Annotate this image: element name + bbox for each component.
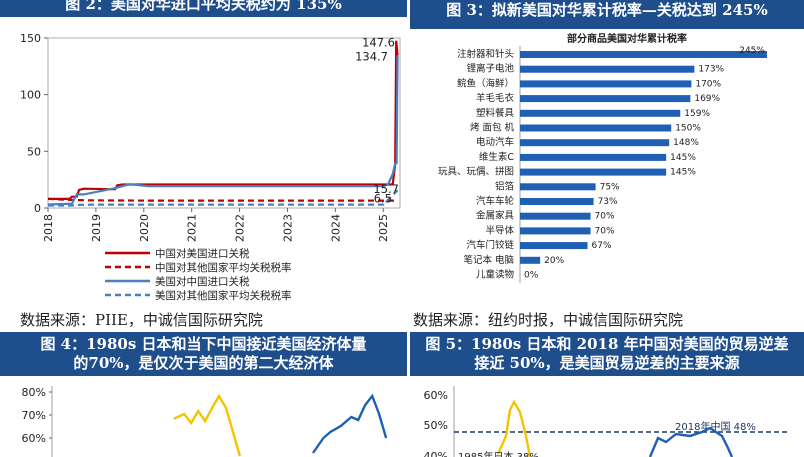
fig2-ytick-label: 0 [34,202,41,215]
fig3-category-label: 电动汽车 [476,136,514,148]
fig3-category-label: 烤 面包 机 [470,122,515,134]
fig3-bar [520,212,591,220]
fig3-bar [520,139,670,147]
fig4-ytick-label: 80% [22,386,46,399]
fig3-source: 数据来源：纽约时报，中诚信国际研究院 [413,311,684,329]
fig3-category-label: 鲩鱼（海鲜） [457,77,514,89]
fig2-title-bar: 图 2：美国对华进口平均关税约为 135% [0,0,407,17]
fig5-ytick-label: 50% [424,419,448,432]
fig3-value-label: 170% [695,79,721,89]
fig3-category-label: 注射器和针头 [457,48,514,60]
fig2-legend-label: 中国对美国进口关税 [155,247,250,260]
fig3-category-label: 半导体 [485,224,514,236]
fig3-value-label: 150% [675,124,701,134]
fig3-category-label: 笔记本 电脑 [463,254,514,266]
fig4-series-line-2 [312,393,388,454]
fig2-series-line-4 [48,189,399,207]
fig2-ytick-label: 50 [27,145,41,158]
fig3-value-label: 145% [670,168,696,178]
fig3-chart-title: 部分商品美国对华累计税率 [567,32,687,45]
fig2-legend-label: 中国对其他国家平均关税税率 [155,261,292,274]
fig5-china-line [648,426,734,457]
fig4-title-bar: 图 4：1980s 日本和当下中国接近美国经济体量的70%，是仅次于美国的第二大… [0,332,407,376]
fig2-legend-label: 美国对其他国家平均关税税率 [155,289,292,302]
fig2-xtick-label: 2023 [281,214,294,242]
fig3-bar [520,183,596,191]
fig3-category-label: 汽车车轮 [476,195,515,207]
fig3-value-label: 145% [670,153,696,163]
fig3-bar [520,168,667,176]
fig3-category-label: 玩具、玩偶、拼图 [438,166,514,178]
fig3-category-label: 锂离子电池 [466,63,514,75]
fig3-value-label: 67% [592,241,612,251]
fig2-title: 图 2：美国对华进口平均关税约为 135% [65,0,342,13]
fig2-plot-frame [47,37,401,209]
fig3-title-bar: 图 3：拟新美国对华累计税率—关税达到 245% [410,0,804,29]
fig3-bar [520,109,681,117]
fig5-japan-line [496,399,532,457]
fig3-category-label: 汽车门铰链 [466,239,514,251]
fig3-category-label: 塑料餐具 [476,107,515,119]
fig2-xtick-label: 2024 [329,214,342,242]
fig3-title: 图 3：拟新美国对华累计税率—关税达到 245% [446,0,768,19]
fig3-value-label: 0% [524,271,539,281]
fig3-value-label: 75% [600,182,620,192]
fig2-xtick-label: 2025 [377,214,390,242]
fig3-category-label: 羊毛毛衣 [476,92,515,104]
fig3-value-label: 173% [698,65,724,75]
fig2-annotation: 15.7 [373,182,399,196]
fig3-value-label: 70% [595,212,615,222]
fig2-chart: 0 50 100 150 2018 2019 2020 2021 2022 2023 2024 202… [20,32,401,302]
fig5-annotation: 1985年日本 38% [458,450,539,457]
fig2-annotation: 6.5 [374,192,392,206]
fig3-bar [520,51,767,58]
fig3-value-label: 73% [598,197,618,207]
fig3-bar [520,198,594,205]
fig2-xtick-label: 2021 [186,214,199,242]
fig5-title-bar: 图 5：1980s 日本和 2018 年中国对美国的贸易逆差接近 50%，是美国… [410,332,804,376]
fig3-category-label: 维生素C [479,151,515,163]
fig2-annotation: 147.6 [362,36,395,50]
fig3-bar [520,256,541,264]
fig2-legend-label: 美国对中国进口关税 [155,275,250,288]
fig2-ytick-label: 150 [20,32,41,45]
fig3-bar [520,242,588,250]
fig2-xtick-label: 2018 [42,214,55,242]
fig2-xtick-label: 2022 [234,214,247,242]
fig5-chart: 40% 50% 60% 2018年中国 48% 1985年日本 38% [424,386,790,457]
fig3-bar [520,227,591,235]
fig4-chart: 60% 70% 80% [22,386,388,457]
fig3-value-label: 169% [694,94,720,104]
fig2-series-line-3 [47,55,399,206]
fig3-value-label: 159% [684,109,710,119]
fig2-source: 数据来源：PIIE，中诚信国际研究院 [20,311,263,329]
fig3-category-label: 儿童读物 [476,269,515,281]
fig2-series-line-1 [48,40,399,200]
fig2-xtick-label: 2019 [90,214,103,242]
fig5-ytick-label: 60% [424,389,448,402]
fig4-ytick-label: 70% [22,409,46,422]
fig4-ytick-label: 60% [22,432,46,445]
fig3-value-label: 245% [739,46,765,56]
fig2-series-line-2 [47,197,398,202]
fig3-value-label: 148% [673,138,699,148]
fig3-value-label: 20% [544,256,564,266]
fig3-category-label: 金属家具 [476,210,515,222]
fig4-title: 图 4：1980s 日本和当下中国接近美国经济体量的70%，是仅次于美国的第二大… [40,335,367,372]
fig4-series-line-1 [173,393,242,457]
fig3-bar [520,124,672,132]
fig3-value-label: 70% [595,226,615,236]
fig3-bar [520,65,695,73]
fig5-title: 图 5：1980s 日本和 2018 年中国对美国的贸易逆差接近 50%，是美国… [425,335,789,372]
fig2-ytick-label: 100 [20,89,41,102]
fig2-xtick-label: 2020 [138,214,151,242]
fig2-annotation: 134.7 [355,49,388,63]
fig3-bar [520,95,691,103]
fig5-ytick-label: 40% [424,450,448,457]
fig3-category-label: 铝箔 [495,180,514,192]
fig3-bar [520,80,692,88]
fig5-annotation: 2018年中国 48% [675,420,756,433]
fig3-bar [520,153,667,161]
